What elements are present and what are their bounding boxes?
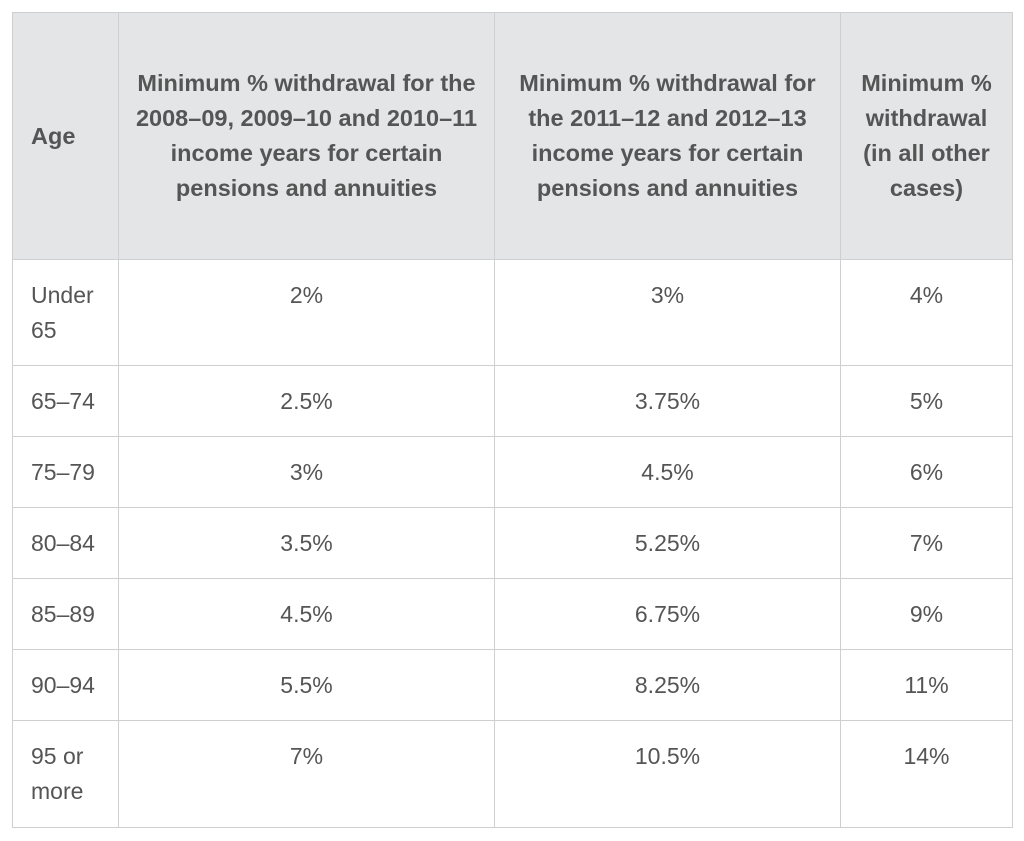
withdrawal-2008-cell: 4.5% (118, 578, 495, 650)
age-cell: Under 65 (12, 259, 119, 366)
table-row: 75–79 3% 4.5% 6% (12, 436, 1013, 508)
withdrawal-2011-cell: 10.5% (494, 720, 841, 828)
age-cell: 80–84 (12, 507, 119, 579)
age-cell: 65–74 (12, 365, 119, 437)
table-header: Age Minimum % withdrawal for the 2008–09… (12, 12, 1013, 260)
withdrawal-2011-cell: 5.25% (494, 507, 841, 579)
withdrawal-2008-cell: 7% (118, 720, 495, 828)
withdrawal-2011-cell: 3.75% (494, 365, 841, 437)
table-row: 80–84 3.5% 5.25% 7% (12, 507, 1013, 579)
header-2008-2011-withdrawal: Minimum % withdrawal for the 2008–09, 20… (118, 12, 495, 260)
withdrawal-2008-cell: 3.5% (118, 507, 495, 579)
table-row: 90–94 5.5% 8.25% 11% (12, 649, 1013, 721)
withdrawal-table-container: Age Minimum % withdrawal for the 2008–09… (12, 12, 1013, 828)
withdrawal-2008-cell: 2% (118, 259, 495, 366)
withdrawal-2011-cell: 8.25% (494, 649, 841, 721)
withdrawal-2011-cell: 4.5% (494, 436, 841, 508)
table-row: Under 65 2% 3% 4% (12, 259, 1013, 366)
header-other-cases-withdrawal: Minimum % withdrawal (in all other cases… (840, 12, 1013, 260)
withdrawal-2008-cell: 2.5% (118, 365, 495, 437)
withdrawal-2008-cell: 5.5% (118, 649, 495, 721)
withdrawal-2008-cell: 3% (118, 436, 495, 508)
header-age: Age (12, 12, 119, 260)
table-body: Under 65 2% 3% 4% 65–74 2.5% 3.75% 5% 75… (12, 259, 1013, 828)
table-row: 95 or more 7% 10.5% 14% (12, 720, 1013, 828)
withdrawal-other-cell: 4% (840, 259, 1013, 366)
withdrawal-other-cell: 14% (840, 720, 1013, 828)
table-row: 85–89 4.5% 6.75% 9% (12, 578, 1013, 650)
header-row: Age Minimum % withdrawal for the 2008–09… (12, 12, 1013, 260)
minimum-withdrawal-table: Age Minimum % withdrawal for the 2008–09… (12, 12, 1013, 828)
withdrawal-other-cell: 7% (840, 507, 1013, 579)
table-row: 65–74 2.5% 3.75% 5% (12, 365, 1013, 437)
withdrawal-2011-cell: 6.75% (494, 578, 841, 650)
withdrawal-other-cell: 6% (840, 436, 1013, 508)
age-cell: 95 or more (12, 720, 119, 828)
age-cell: 75–79 (12, 436, 119, 508)
withdrawal-other-cell: 11% (840, 649, 1013, 721)
age-cell: 85–89 (12, 578, 119, 650)
header-2011-2013-withdrawal: Minimum % withdrawal for the 2011–12 and… (494, 12, 841, 260)
withdrawal-other-cell: 5% (840, 365, 1013, 437)
withdrawal-2011-cell: 3% (494, 259, 841, 366)
age-cell: 90–94 (12, 649, 119, 721)
withdrawal-other-cell: 9% (840, 578, 1013, 650)
